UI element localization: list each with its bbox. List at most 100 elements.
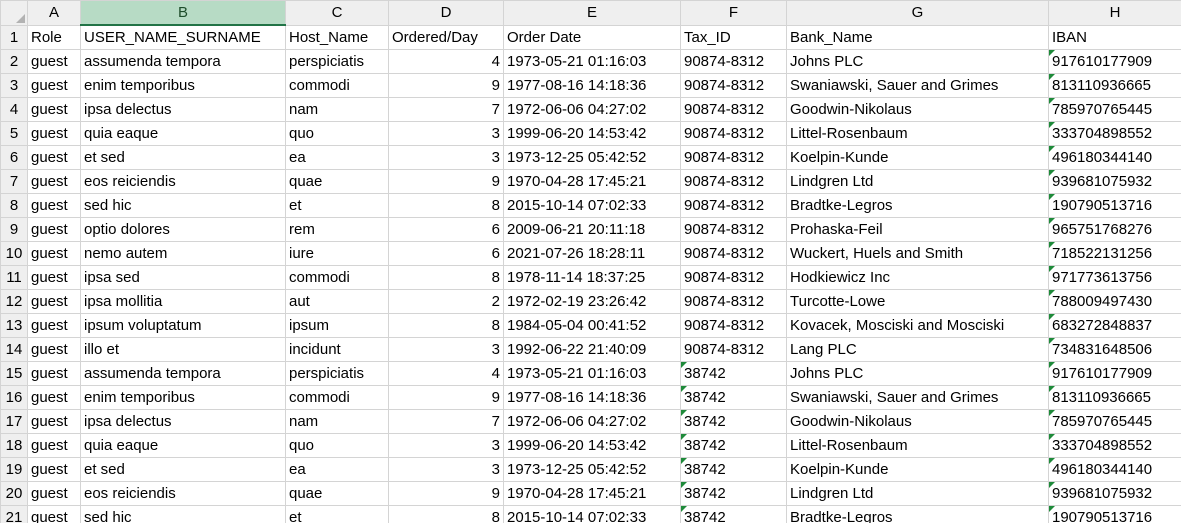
cell-h4[interactable]: 785970765445 [1048,97,1181,122]
cell-e21[interactable]: 2015-10-14 07:02:33 [503,505,681,523]
cell-a20[interactable]: guest [27,481,81,506]
cell-a2[interactable]: guest [27,49,81,74]
cell-h17[interactable]: 785970765445 [1048,409,1181,434]
cell-e14[interactable]: 1992-06-22 21:40:09 [503,337,681,362]
cell-g1[interactable]: Bank_Name [786,24,1049,50]
cell-f9[interactable]: 90874-8312 [680,217,787,242]
cell-h12[interactable]: 788009497430 [1048,289,1181,314]
cell-d3[interactable]: 9 [388,73,504,98]
row-header-14[interactable]: 14 [0,337,28,362]
column-header-c[interactable]: C [285,0,389,26]
cell-d11[interactable]: 8 [388,265,504,290]
row-header-19[interactable]: 19 [0,457,28,482]
cell-g3[interactable]: Swaniawski, Sauer and Grimes [786,73,1049,98]
cell-g11[interactable]: Hodkiewicz Inc [786,265,1049,290]
cell-g15[interactable]: Johns PLC [786,361,1049,386]
cell-a11[interactable]: guest [27,265,81,290]
cell-b4[interactable]: ipsa delectus [80,97,286,122]
cell-b15[interactable]: assumenda tempora [80,361,286,386]
cell-e1[interactable]: Order Date [503,24,681,50]
cell-g8[interactable]: Bradtke-Legros [786,193,1049,218]
row-header-9[interactable]: 9 [0,217,28,242]
cell-g4[interactable]: Goodwin-Nikolaus [786,97,1049,122]
cell-a13[interactable]: guest [27,313,81,338]
row-header-5[interactable]: 5 [0,121,28,146]
cell-f10[interactable]: 90874-8312 [680,241,787,266]
cell-a10[interactable]: guest [27,241,81,266]
cell-d10[interactable]: 6 [388,241,504,266]
cell-g12[interactable]: Turcotte-Lowe [786,289,1049,314]
cell-h16[interactable]: 813110936665 [1048,385,1181,410]
cell-f8[interactable]: 90874-8312 [680,193,787,218]
cell-d20[interactable]: 9 [388,481,504,506]
cell-d14[interactable]: 3 [388,337,504,362]
cell-f4[interactable]: 90874-8312 [680,97,787,122]
cell-h3[interactable]: 813110936665 [1048,73,1181,98]
cell-d13[interactable]: 8 [388,313,504,338]
cell-a18[interactable]: guest [27,433,81,458]
cell-f20[interactable]: 38742 [680,481,787,506]
cell-c19[interactable]: ea [285,457,389,482]
cell-g5[interactable]: Littel-Rosenbaum [786,121,1049,146]
cell-g14[interactable]: Lang PLC [786,337,1049,362]
row-header-17[interactable]: 17 [0,409,28,434]
cell-c2[interactable]: perspiciatis [285,49,389,74]
cell-f13[interactable]: 90874-8312 [680,313,787,338]
column-header-f[interactable]: F [680,0,787,26]
cell-g21[interactable]: Bradtke-Legros [786,505,1049,523]
cell-h21[interactable]: 190790513716 [1048,505,1181,523]
row-header-6[interactable]: 6 [0,145,28,170]
cell-c14[interactable]: incidunt [285,337,389,362]
cell-a9[interactable]: guest [27,217,81,242]
cell-g7[interactable]: Lindgren Ltd [786,169,1049,194]
cell-g2[interactable]: Johns PLC [786,49,1049,74]
cell-c3[interactable]: commodi [285,73,389,98]
row-header-1[interactable]: 1 [0,24,28,50]
cell-f2[interactable]: 90874-8312 [680,49,787,74]
cell-a6[interactable]: guest [27,145,81,170]
cell-e19[interactable]: 1973-12-25 05:42:52 [503,457,681,482]
row-header-2[interactable]: 2 [0,49,28,74]
cell-h10[interactable]: 718522131256 [1048,241,1181,266]
cell-d5[interactable]: 3 [388,121,504,146]
cell-a5[interactable]: guest [27,121,81,146]
cell-b16[interactable]: enim temporibus [80,385,286,410]
cell-c12[interactable]: aut [285,289,389,314]
cell-b12[interactable]: ipsa mollitia [80,289,286,314]
row-header-10[interactable]: 10 [0,241,28,266]
cell-f17[interactable]: 38742 [680,409,787,434]
cell-h18[interactable]: 333704898552 [1048,433,1181,458]
cell-h7[interactable]: 939681075932 [1048,169,1181,194]
row-header-7[interactable]: 7 [0,169,28,194]
cell-d21[interactable]: 8 [388,505,504,523]
cell-b19[interactable]: et sed [80,457,286,482]
cell-a15[interactable]: guest [27,361,81,386]
cell-c4[interactable]: nam [285,97,389,122]
cell-b10[interactable]: nemo autem [80,241,286,266]
cell-b17[interactable]: ipsa delectus [80,409,286,434]
cell-d19[interactable]: 3 [388,457,504,482]
column-header-g[interactable]: G [786,0,1049,26]
cell-b9[interactable]: optio dolores [80,217,286,242]
cell-g6[interactable]: Koelpin-Kunde [786,145,1049,170]
cell-f5[interactable]: 90874-8312 [680,121,787,146]
cell-e3[interactable]: 1977-08-16 14:18:36 [503,73,681,98]
cell-g18[interactable]: Littel-Rosenbaum [786,433,1049,458]
row-header-20[interactable]: 20 [0,481,28,506]
cell-e2[interactable]: 1973-05-21 01:16:03 [503,49,681,74]
cell-e20[interactable]: 1970-04-28 17:45:21 [503,481,681,506]
cell-c8[interactable]: et [285,193,389,218]
cell-d18[interactable]: 3 [388,433,504,458]
cell-h20[interactable]: 939681075932 [1048,481,1181,506]
cell-b6[interactable]: et sed [80,145,286,170]
cell-g10[interactable]: Wuckert, Huels and Smith [786,241,1049,266]
cell-g9[interactable]: Prohaska-Feil [786,217,1049,242]
column-header-h[interactable]: H [1048,0,1181,26]
cell-h15[interactable]: 917610177909 [1048,361,1181,386]
cell-g13[interactable]: Kovacek, Mosciski and Mosciski [786,313,1049,338]
cell-e9[interactable]: 2009-06-21 20:11:18 [503,217,681,242]
cell-b2[interactable]: assumenda tempora [80,49,286,74]
cell-a19[interactable]: guest [27,457,81,482]
row-header-16[interactable]: 16 [0,385,28,410]
